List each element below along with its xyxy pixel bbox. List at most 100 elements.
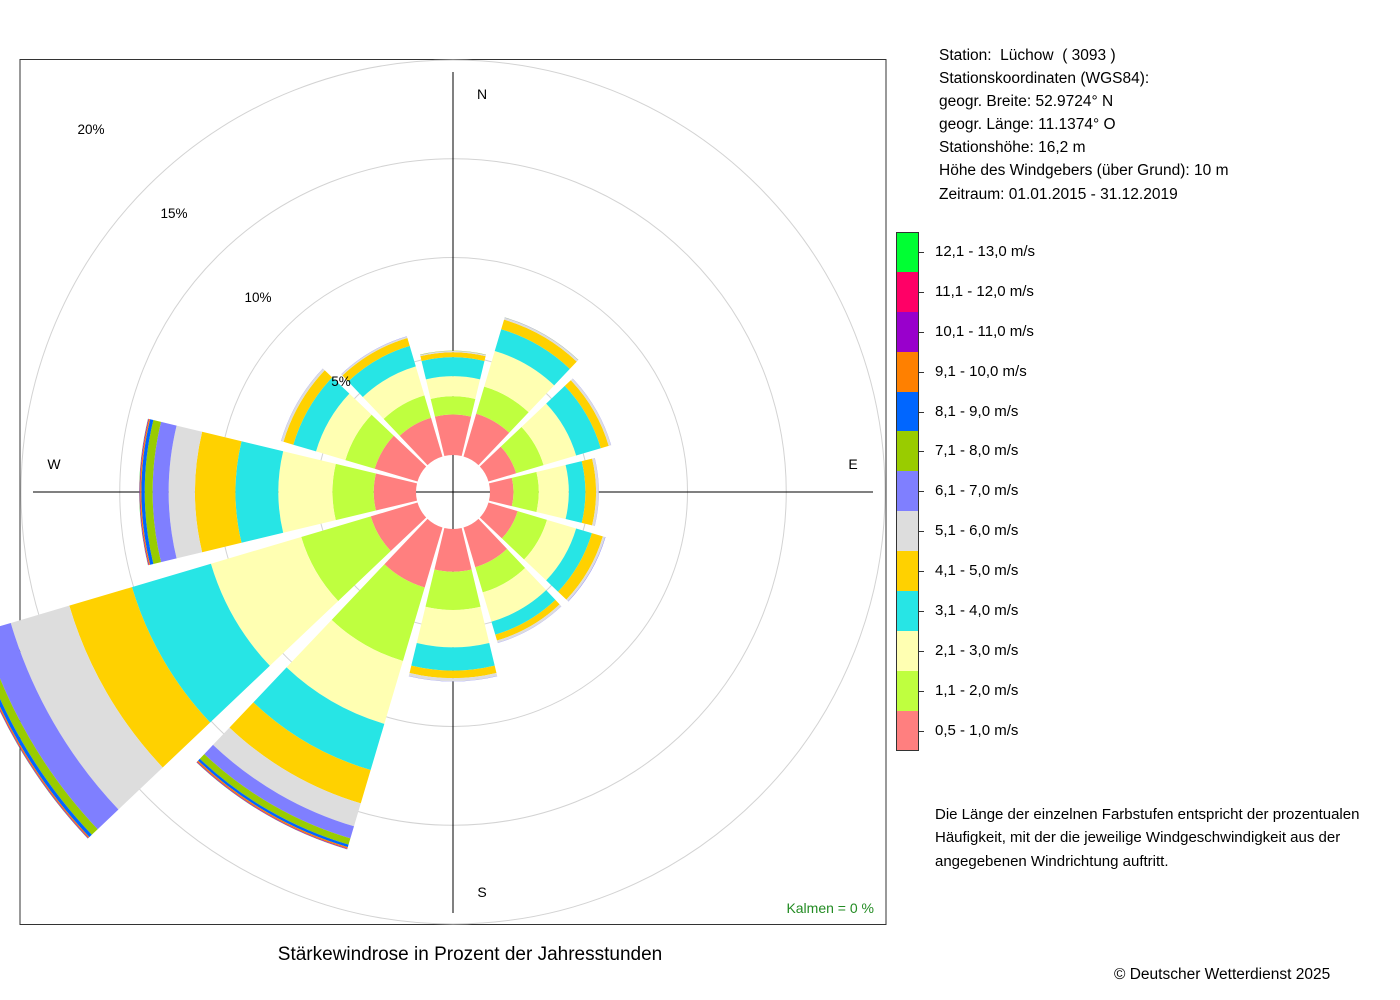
sector-segment-s [408,676,498,682]
time-period: Zeitraum: 01.01.2015 - 31.12.2019 [939,185,1178,203]
sector-segment-nnw [342,337,410,382]
legend-swatch [896,431,919,472]
sector-segment-wsw [301,516,391,601]
legend-swatch [896,232,919,272]
ring-label: 20% [77,122,104,137]
legend-tick [919,730,924,732]
legend-swatch [896,630,919,671]
station-name: Station: Lüchow ( 3093 ) [939,47,1116,64]
legend-label: 8,1 - 9,0 m/s [935,402,1019,420]
sector-segment-sse [475,548,526,593]
sector-segment-w [139,418,149,566]
sector-segment-ese [501,511,547,560]
legend-item: 1,1 - 2,0 m/s [896,670,1196,711]
sector-segment-wsw [69,587,211,768]
calms-label: Kalmen = 0 % [786,900,874,916]
sector-segment-ssw [253,667,385,771]
sector-segment-wnw [281,368,325,442]
legend-swatch [896,551,919,592]
sector-segment-nne [501,319,577,369]
sector-segment-wsw [0,623,119,830]
station-latitude: geogr. Breite: 52.9724° N [939,93,1114,111]
sector-segment-n [425,376,481,399]
sector-segment-w [152,421,177,563]
direction-label-w: W [47,456,61,472]
legend-tick [919,331,924,333]
legend-swatch [896,591,919,631]
sector-segment-ene [521,403,577,466]
legend-swatch [896,391,919,432]
legend-label: 3,1 - 4,0 m/s [935,602,1019,620]
legend-item: 12,1 - 13,0 m/s [896,232,1196,272]
legend-tick [919,371,924,373]
sector-segment-w [332,463,376,521]
sector-segment-e [594,457,599,527]
sector-segment-sse [497,604,562,643]
sector-segment-e [488,477,514,507]
sector-segment-wnw [283,370,333,445]
sector-segment-n [421,357,485,380]
direction-label-n: N [477,86,487,102]
sector-segment-e [565,461,586,523]
legend-item: 11,1 - 12,0 m/s [896,271,1196,312]
legend-label: 11,1 - 12,0 m/s [935,282,1034,300]
sector-segment-ssw [229,702,371,804]
legend-label: 1,1 - 2,0 m/s [935,681,1019,699]
sector-segment-ssw [199,754,351,845]
legend-item: 0,5 - 1,0 m/s [896,710,1196,751]
sector-segment-ese [558,533,603,600]
sector-segment-wnw [316,393,372,461]
note-line: angegebenen Windrichtung auftritt. [935,852,1169,870]
sector-segment-w [141,419,154,565]
sector-segment-nnw [362,366,425,419]
sector-segment-wnw [293,377,350,452]
sector-segment-n [430,396,476,417]
legend-item: 8,1 - 9,0 m/s [896,391,1196,432]
legend-tick [919,491,924,493]
sector-segment-nne [476,386,529,433]
sector-segment-s [409,665,497,679]
sector-segment-n [434,414,472,457]
station-elevation: Stationshöhe: 16,2 m [939,139,1086,157]
sector-segment-ssw [204,744,354,839]
legend-tick [919,411,924,413]
legend-swatch [896,511,919,552]
legend-tick [919,531,924,533]
legend-item: 10,1 - 11,0 m/s [896,311,1196,352]
legend-label: 2,1 - 3,0 m/s [935,641,1019,659]
sector-segment-nnw [399,417,443,466]
sector-segment-w [139,418,149,566]
sector-segment-wnw [345,414,394,469]
sector-segment-nne [484,351,555,413]
legend-label: 4,1 - 5,0 m/s [935,562,1019,580]
sector-segment-wnw [374,435,427,482]
station-coordinates-heading: Stationskoordinaten (WGS84): [939,70,1150,88]
station-longitude: geogr. Länge: 11.1374° O [939,116,1116,134]
sector-segment-w [144,420,162,564]
station-info: Station: Lüchow ( 3093 ) Stationskoordin… [939,44,1228,206]
sector-segment-ssw [331,564,425,661]
explanation-note: Die Länge der einzelnen Farbstufen entsp… [935,803,1359,873]
speed-legend: 12,1 - 13,0 m/s 11,1 - 12,0 m/s 10,1 - 11,… [896,232,1196,751]
sector-segment-wsw [370,502,427,552]
legend-swatch [896,670,919,711]
sector-segment-nnw [383,395,431,436]
legend-swatch [896,271,919,312]
legend-tick [919,451,924,453]
sector-segment-s [408,672,498,682]
sector-segment-wsw [210,536,339,666]
legend-item: 5,1 - 6,0 m/s [896,511,1196,552]
legend-label: 12,1 - 13,0 m/s [935,243,1036,260]
anemometer-height: Höhe des Windgebers (über Grund): 10 m [939,162,1229,180]
legend-label: 6,1 - 7,0 m/s [935,482,1019,500]
legend-tick [919,252,924,253]
ring-label: 15% [160,206,187,221]
chart-title: Stärkewindrose in Prozent der Jahresstun… [278,944,662,965]
sector-segment-w [278,451,336,533]
legend-item: 4,1 - 5,0 m/s [896,551,1196,592]
sector-segment-ene [479,446,517,482]
sector-segment-ese [566,536,606,602]
legend-item: 2,1 - 3,0 m/s [896,630,1196,671]
sector-segment-sse [482,567,547,622]
